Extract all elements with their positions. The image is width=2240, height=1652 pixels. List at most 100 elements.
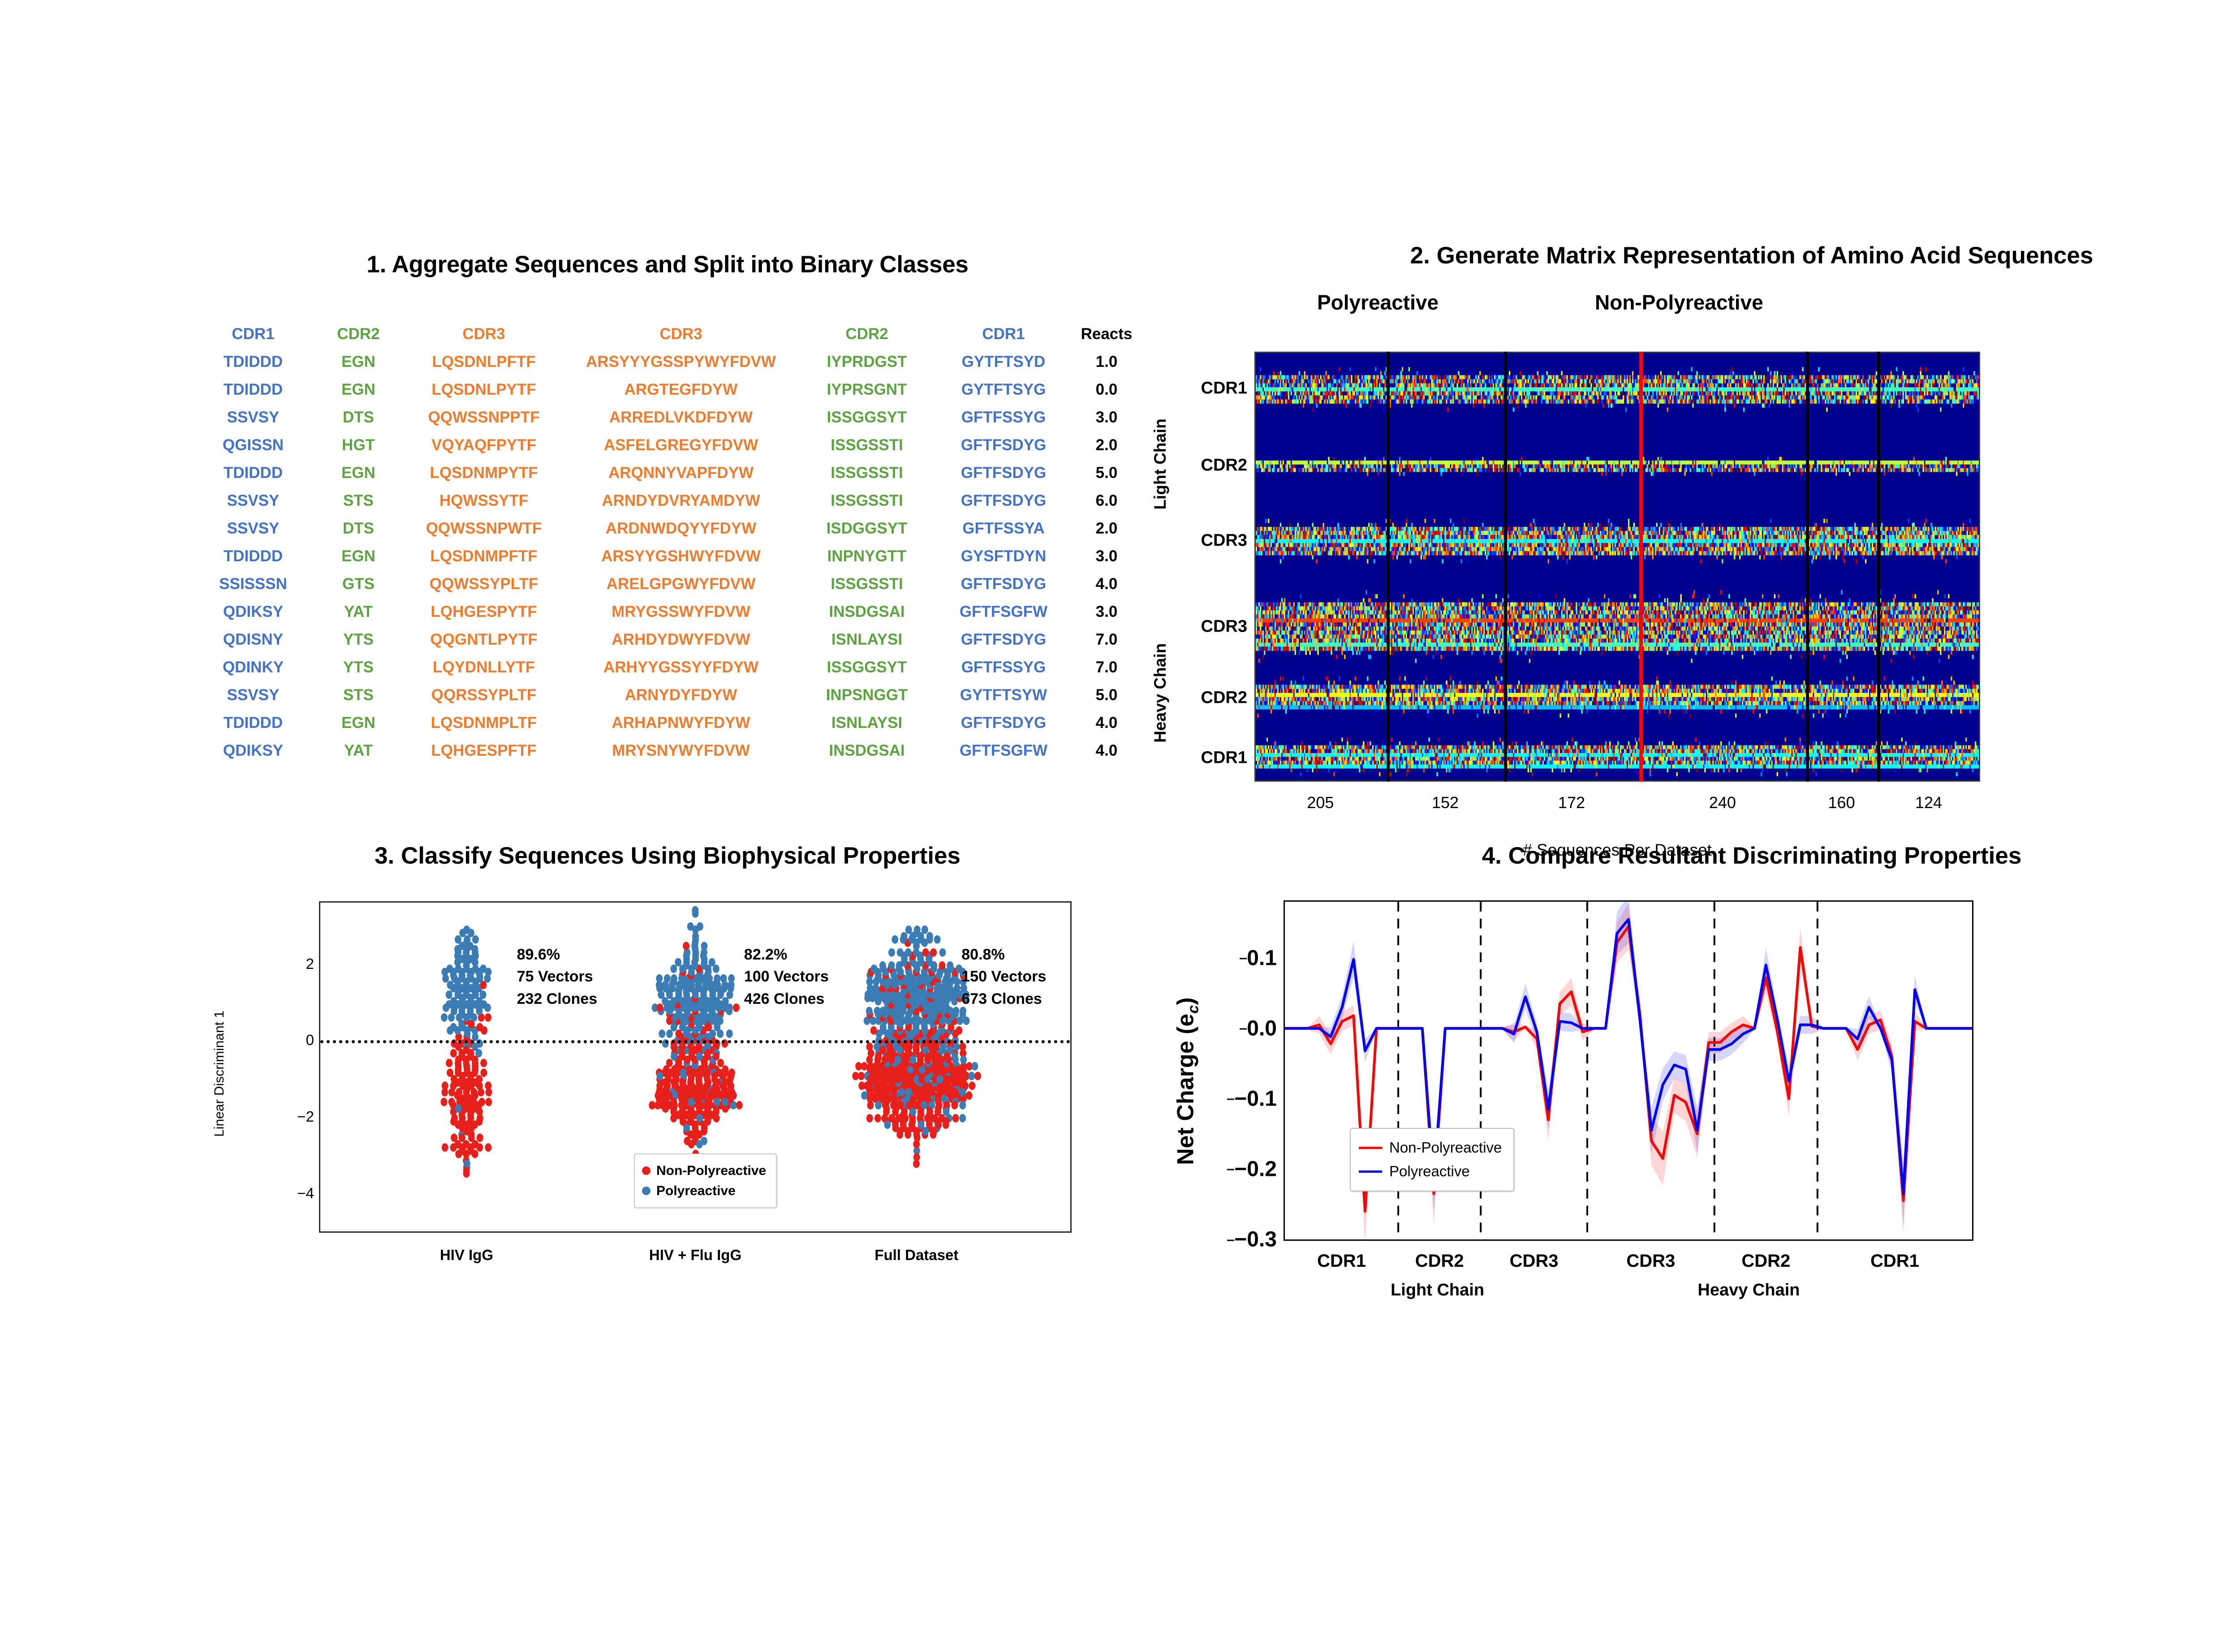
panel3-y-tick-2: −2: [297, 1108, 314, 1125]
heatmap-x-tick-2: 172: [1558, 793, 1585, 812]
table-cell: QQWSSNPPTF: [403, 404, 564, 431]
table-cell: GFTFSDYG: [936, 459, 1071, 487]
panel4-ylabel-main: Net Charge (e: [1172, 1014, 1198, 1165]
table-cell: IYPRSGNT: [797, 376, 936, 404]
table-cell: GYTFTSYD: [936, 348, 1071, 376]
heatmap-chain-label-1: Heavy Chain: [1151, 626, 1170, 760]
table-cell: LQHGESPFTF: [403, 737, 564, 765]
table-cell: INPNYGTT: [797, 542, 936, 570]
table-cell: HGT: [314, 431, 403, 459]
panel3-legend-label: Non-Polyreactive: [656, 1161, 766, 1181]
table-cell: SSVSY: [193, 487, 314, 515]
table-cell: QQGNTLPYTF: [403, 626, 564, 654]
table-row: SSVSY STS HQWSSYTF ARNDYDVRYAMDYW ISSGSSTI GF…: [193, 487, 1142, 515]
table-cell: 7.0: [1071, 626, 1142, 654]
table-cell: YTS: [314, 626, 403, 654]
table-cell: VQYAQFPYTF: [403, 431, 564, 459]
heatmap-plot-area: CDR1 CDR2 CDR3 CDR3 CDR2 CDR1 Light Chain Heav…: [1254, 352, 1980, 782]
table-cell: STS: [314, 681, 403, 709]
panel4-plot-area: 0.1 0.0 −0.1 −0.2 −0.3 CDR1 CDR2 CDR3 CDR3 CDR2 C…: [1284, 900, 1973, 1241]
table-cell: ASFELGREGYFDVW: [564, 431, 797, 459]
panel-classify-sequences: 3. Classify Sequences Using Biophysical …: [193, 842, 1142, 1344]
table-cell: ISSGSSTI: [797, 459, 936, 487]
table-cell: ISSGGSYT: [797, 654, 936, 681]
heatmap-x-tick-5: 124: [1915, 793, 1942, 812]
panel-matrix-representation: 2. Generate Matrix Representation of Ami…: [1147, 242, 2240, 838]
table-cell: ARHYYGSSYYFDYW: [564, 654, 797, 681]
panel3-annotation-vectors: 75 Vectors: [517, 966, 598, 988]
heatmap-chain-label-0: Light Chain: [1151, 397, 1170, 531]
table-cell: ARDNWDQYYFDYW: [564, 515, 797, 542]
heatmap-row-label-2: CDR3: [1201, 531, 1247, 551]
table-cell: ARNYDYFDYW: [564, 681, 797, 709]
heatmap-row-label-3: CDR3: [1201, 617, 1247, 637]
legend-dot-icon: [642, 1166, 650, 1175]
table-cell: ISNLAYSI: [797, 709, 936, 737]
heatmap-x-tick-4: 160: [1828, 793, 1855, 812]
legend-line-icon: [1359, 1147, 1382, 1149]
table-row: QDINKY YTS LQYDNLLYTF ARHYYGSSYYFDYW ISSGGSY…: [193, 654, 1142, 681]
table-row: SSISSSN GTS QQWSSYPLTF ARELGPGWYFDVW ISSGSST…: [193, 570, 1142, 598]
panel3-x-tick-2: Full Dataset: [874, 1247, 958, 1264]
table-cell: ARQNNYVAPFDYW: [564, 459, 797, 487]
table-cell: GFTFSGFW: [936, 598, 1071, 626]
table-cell: IYPRDGST: [797, 348, 936, 376]
table-cell: 3.0: [1071, 598, 1142, 626]
table-cell: SSVSY: [193, 404, 314, 431]
heatmap-class-divider: [1639, 352, 1643, 782]
panel4-chain-label-1: Heavy Chain: [1697, 1281, 1800, 1300]
table-cell: GFTFSSYA: [936, 515, 1071, 542]
panel3-annotation-accuracy: 80.8%: [961, 944, 1046, 966]
panel3-y-tick-3: −4: [297, 1185, 314, 1202]
panel4-y-tick-0: 0.1: [1247, 946, 1277, 970]
table-cell: ISSGGSYT: [797, 404, 936, 431]
table-cell: GYTFTSYG: [936, 376, 1071, 404]
table-cell: 1.0: [1071, 348, 1142, 376]
table-header-cdr3-3: CDR3: [564, 320, 797, 348]
table-cell: SSVSY: [193, 515, 314, 542]
table-row: SSVSY DTS QQWSSNPPTF ARREDLVKDFDYW ISSGGSYT G…: [193, 404, 1142, 431]
table-cell: MRYSNYWYFDVW: [564, 737, 797, 765]
panel4-x-tick-2: CDR3: [1510, 1251, 1559, 1271]
panel4-chain-label-0: Light Chain: [1391, 1281, 1484, 1300]
panel4-tick-mark: [1227, 1169, 1234, 1170]
table-cell: GFTFSDYG: [936, 487, 1071, 515]
table-cell: GFTFSDYG: [936, 626, 1071, 654]
panel3-annotation-accuracy: 89.6%: [517, 944, 598, 966]
heatmap-row-label-0: CDR1: [1201, 379, 1247, 398]
table-cell: ARREDLVKDFDYW: [564, 404, 797, 431]
panel3-annotation-vectors: 150 Vectors: [961, 966, 1046, 988]
panel4-x-tick-5: CDR1: [1870, 1251, 1919, 1271]
panel3-annotation-clones: 426 Clones: [744, 988, 829, 1010]
heatmap-x-tick-3: 240: [1709, 793, 1736, 812]
panel4-tick-mark: [1240, 958, 1247, 959]
table-cell: EGN: [314, 348, 403, 376]
table-cell: GFTFSGFW: [936, 737, 1071, 765]
heatmap-dataset-divider-3: [1806, 352, 1809, 782]
table-cell: ISDGGSYT: [797, 515, 936, 542]
panel3-plot-area: 2 0 −2 −4 HIV IgG HIV + Flu IgG Full Dataset …: [319, 901, 1072, 1233]
panel4-legend-item-0: Non-Polyreactive: [1359, 1136, 1502, 1160]
heatmap-cells: [1256, 353, 1979, 780]
table-cell: DTS: [314, 404, 403, 431]
table-cell: QDISNY: [193, 626, 314, 654]
table-cell: ISNLAYSI: [797, 626, 936, 654]
heatmap-row-label-4: CDR2: [1201, 688, 1247, 707]
table-cell: GFTFSDYG: [936, 570, 1071, 598]
table-cell: 2.0: [1071, 431, 1142, 459]
panel-aggregate-sequences: 1. Aggregate Sequences and Split into Bi…: [193, 251, 1142, 820]
panel3-legend-item-1: Polyreactive: [642, 1181, 766, 1201]
table-cell: 7.0: [1071, 654, 1142, 681]
table-row: QGISSN HGT VQYAQFPYTF ASFELGREGYFDVW ISSGSST…: [193, 431, 1142, 459]
table-cell: LQHGESPYTF: [403, 598, 564, 626]
panel4-ylabel-close: ): [1172, 998, 1198, 1005]
table-cell: TDIDDD: [193, 709, 314, 737]
table-cell: QQWSSYPLTF: [403, 570, 564, 598]
table-cell: 3.0: [1071, 542, 1142, 570]
panel4-tick-mark: [1240, 1028, 1247, 1030]
table-cell: 5.0: [1071, 459, 1142, 487]
table-cell: 5.0: [1071, 681, 1142, 709]
heatmap-group-label-non-polyreactive: Non-Polyreactive: [1595, 290, 1763, 314]
table-cell: 4.0: [1071, 737, 1142, 765]
table-cell: GFTFSSYG: [936, 654, 1071, 681]
